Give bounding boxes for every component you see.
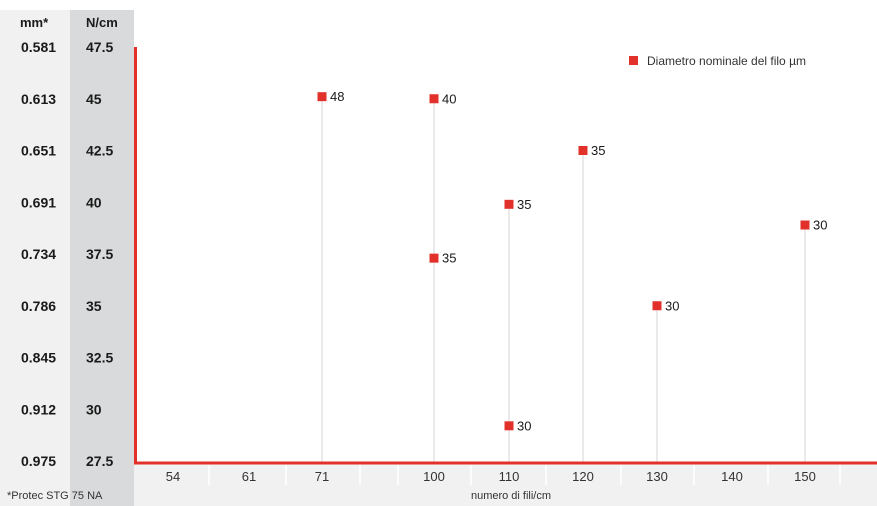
y-tick-n-label: 37.5 bbox=[86, 246, 113, 262]
y-tick-mm-label: 0.786 bbox=[21, 298, 56, 314]
x-tick-label: 61 bbox=[242, 469, 256, 484]
y-ticks-mm: 0.581 0.613 0.651 0.691 0.734 0.786 0.845 0.912… bbox=[21, 39, 56, 469]
data-point-label: 30 bbox=[665, 298, 679, 313]
guide-lines bbox=[321, 96, 806, 462]
y-tick-n-label: 45 bbox=[86, 91, 102, 107]
data-point-marker bbox=[800, 220, 810, 230]
x-axis-title: numero di fili/cm bbox=[471, 490, 551, 502]
y-tick-mm-label: 0.691 bbox=[21, 194, 56, 210]
y-tick-n-label: 32.5 bbox=[86, 350, 113, 366]
data-point-marker bbox=[317, 92, 327, 102]
x-tick-label: 71 bbox=[315, 469, 329, 484]
y-tick-mm-label: 0.581 bbox=[21, 39, 56, 55]
data-point-marker bbox=[652, 301, 662, 311]
x-tick-label: 120 bbox=[572, 469, 594, 484]
n-per-cm-column bbox=[70, 10, 134, 506]
y-tick-n-label: 35 bbox=[86, 298, 102, 314]
data-point-label: 35 bbox=[442, 251, 456, 266]
y-tick-n-label: 42.5 bbox=[86, 143, 113, 159]
legend-marker bbox=[629, 56, 638, 65]
y-tick-mm-label: 0.613 bbox=[21, 91, 56, 107]
x-tick-label: 140 bbox=[721, 469, 743, 484]
data-point-label: 35 bbox=[591, 143, 605, 158]
y-tick-mm-label: 0.845 bbox=[21, 350, 56, 366]
data-point-label: 30 bbox=[517, 418, 531, 433]
y-tick-n-label: 40 bbox=[86, 194, 102, 210]
y-ticks-n: 47.5 45 42.5 40 37.5 35 32.5 30 27.5 bbox=[86, 39, 113, 469]
left-axis-header: mm* bbox=[20, 15, 49, 30]
x-tick-label: 130 bbox=[646, 469, 668, 484]
data-point-label: 48 bbox=[330, 89, 344, 104]
y-tick-n-label: 47.5 bbox=[86, 39, 113, 55]
data-point-marker bbox=[578, 146, 588, 155]
legend-label: Diametro nominale del filo µm bbox=[647, 54, 806, 68]
plot-area bbox=[134, 10, 877, 463]
data-point-marker bbox=[429, 253, 439, 263]
x-tick-label: 100 bbox=[423, 469, 445, 484]
x-tick-labels: 54 61 71 100 110 120 130 140 150 bbox=[166, 469, 816, 484]
y-tick-mm-label: 0.912 bbox=[21, 401, 56, 417]
x-tick-label: 54 bbox=[166, 469, 180, 484]
point-labels: 48 40 35 35 30 35 30 30 bbox=[330, 89, 827, 433]
x-tick-label: 110 bbox=[499, 469, 520, 484]
x-ticks bbox=[208, 465, 841, 485]
y-tick-n-label: 27.5 bbox=[86, 453, 113, 469]
right-axis-header: N/cm bbox=[86, 15, 118, 30]
footnote: *Protec STG 75 NA bbox=[7, 490, 103, 502]
markers bbox=[317, 92, 810, 431]
data-point-label: 40 bbox=[442, 91, 456, 106]
data-point-marker bbox=[504, 421, 514, 431]
data-point-label: 30 bbox=[813, 218, 827, 233]
data-point-marker bbox=[504, 199, 514, 209]
y-tick-mm-label: 0.975 bbox=[21, 453, 56, 469]
data-point-marker bbox=[429, 94, 439, 104]
data-point-label: 35 bbox=[517, 197, 531, 212]
x-tick-label: 150 bbox=[794, 469, 816, 484]
y-tick-n-label: 30 bbox=[86, 401, 102, 417]
y-tick-mm-label: 0.734 bbox=[21, 246, 56, 262]
y-tick-mm-label: 0.651 bbox=[21, 143, 56, 159]
